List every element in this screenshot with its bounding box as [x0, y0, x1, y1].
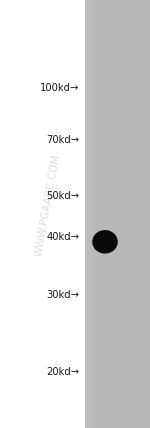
- Bar: [85, 0, 150, 428]
- Text: WWW.PGAABC.COM: WWW.PGAABC.COM: [34, 153, 62, 258]
- Text: 20kd→: 20kd→: [46, 367, 80, 377]
- Bar: [94, 0, 97, 428]
- Text: 100kd→: 100kd→: [40, 83, 80, 93]
- Text: 30kd→: 30kd→: [46, 290, 80, 300]
- Bar: [91, 0, 94, 428]
- Text: 40kd→: 40kd→: [46, 232, 80, 242]
- Bar: [85, 0, 88, 428]
- Text: 70kd→: 70kd→: [46, 135, 80, 145]
- Text: 50kd→: 50kd→: [46, 191, 80, 201]
- Ellipse shape: [92, 230, 118, 253]
- Bar: [97, 0, 100, 428]
- Bar: [88, 0, 91, 428]
